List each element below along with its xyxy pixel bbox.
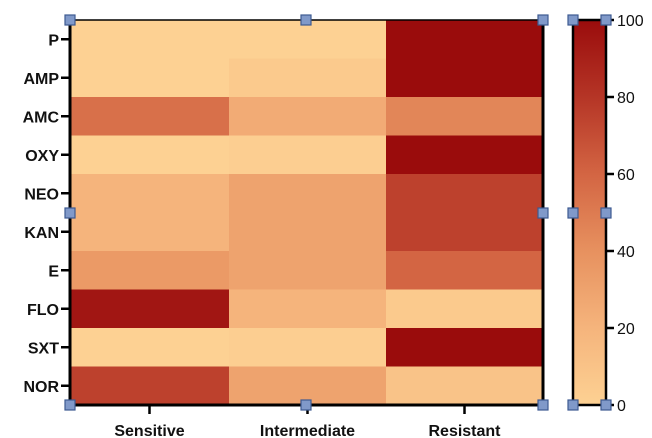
heatmap-cell-neo-resistant [386, 174, 543, 213]
plot-handle-top-right[interactable] [537, 14, 549, 26]
row-label-sxt: SXT [28, 340, 59, 357]
heatmap-cell-flo-intermediate [229, 289, 386, 329]
heatmap-cell-flo-sensitive [70, 289, 229, 329]
heatmap-cell-amp-resistant [386, 58, 543, 98]
heatmap-cell-e-resistant [386, 251, 543, 290]
row-label-neo: NEO [24, 186, 59, 203]
row-label-kan: KAN [24, 225, 59, 242]
heatmap-cell-nor-intermediate [229, 366, 386, 406]
heatmap-cell-sxt-intermediate [229, 328, 386, 367]
column-label-intermediate: Intermediate [260, 423, 355, 438]
colorbar-label-20: 20 [617, 321, 635, 338]
colorbar-label-80: 80 [617, 90, 635, 107]
heatmap-cell-amc-sensitive [70, 97, 229, 136]
heatmap-cell-neo-sensitive [70, 174, 229, 213]
colorbar-handle-bottom-left[interactable] [567, 399, 579, 411]
heatmap-cell-sxt-resistant [386, 328, 543, 367]
selection-handles[interactable] [64, 14, 612, 411]
heatmap-cell-amp-intermediate [229, 58, 386, 98]
heatmap-cell-flo-resistant [386, 289, 543, 329]
plot-handle-top-left[interactable] [64, 14, 76, 26]
heatmap-cell-kan-resistant [386, 212, 543, 252]
heatmap-cell-amc-intermediate [229, 97, 386, 136]
colorbar-handle-middle-left[interactable] [567, 207, 579, 219]
heatmap-cell-sxt-sensitive [70, 328, 229, 367]
colorbar-label-0: 0 [617, 398, 626, 415]
column-label-resistant: Resistant [428, 423, 501, 438]
colorbar-label-100: 100 [617, 13, 644, 30]
heatmap-cell-nor-resistant [386, 366, 543, 406]
row-label-p: P [48, 32, 59, 49]
heatmap-cell-e-sensitive [70, 251, 229, 290]
row-label-amp: AMP [23, 71, 59, 88]
colorbar-handle-top-left[interactable] [567, 14, 579, 26]
plot-handle-bottom-center[interactable] [300, 399, 312, 411]
heatmap-cells [70, 20, 543, 406]
colorbar-label-40: 40 [617, 244, 635, 261]
heatmap-cell-p-resistant [386, 20, 543, 59]
heatmap-cell-kan-intermediate [229, 212, 386, 252]
column-labels: Sensitive Intermediate Resistant [114, 405, 501, 438]
heatmap-cell-p-sensitive [70, 20, 229, 59]
colorbar-label-60: 60 [617, 167, 635, 184]
heatmap-cell-kan-sensitive [70, 212, 229, 252]
row-labels: P AMP AMC OXY NEO KAN E FLO SXT NOR [23, 32, 70, 396]
row-label-flo: FLO [27, 302, 59, 319]
heatmap-cell-p-intermediate [229, 20, 386, 59]
row-label-e: E [48, 263, 59, 280]
heatmap-cell-oxy-resistant [386, 135, 543, 175]
heatmap-cell-amc-resistant [386, 97, 543, 136]
plot-handle-bottom-left[interactable] [64, 399, 76, 411]
row-label-nor: NOR [23, 379, 59, 396]
heatmap-cell-oxy-intermediate [229, 135, 386, 175]
heatmap-cell-nor-sensitive [70, 366, 229, 406]
column-label-sensitive: Sensitive [114, 423, 184, 438]
plot-handle-top-center[interactable] [300, 14, 312, 26]
heatmap-cell-neo-intermediate [229, 174, 386, 213]
plot-handle-middle-right[interactable] [537, 207, 549, 219]
colorbar-handle-top-right[interactable] [600, 14, 612, 26]
colorbar-handle-bottom-right[interactable] [600, 399, 612, 411]
row-label-oxy: OXY [25, 148, 59, 165]
heatmap-cell-oxy-sensitive [70, 135, 229, 175]
plot-handle-middle-left[interactable] [64, 207, 76, 219]
heatmap-cell-e-intermediate [229, 251, 386, 290]
row-label-amc: AMC [23, 109, 60, 126]
plot-handle-bottom-right[interactable] [537, 399, 549, 411]
heatmap-cell-amp-sensitive [70, 58, 229, 98]
colorbar-handle-middle-right[interactable] [600, 207, 612, 219]
